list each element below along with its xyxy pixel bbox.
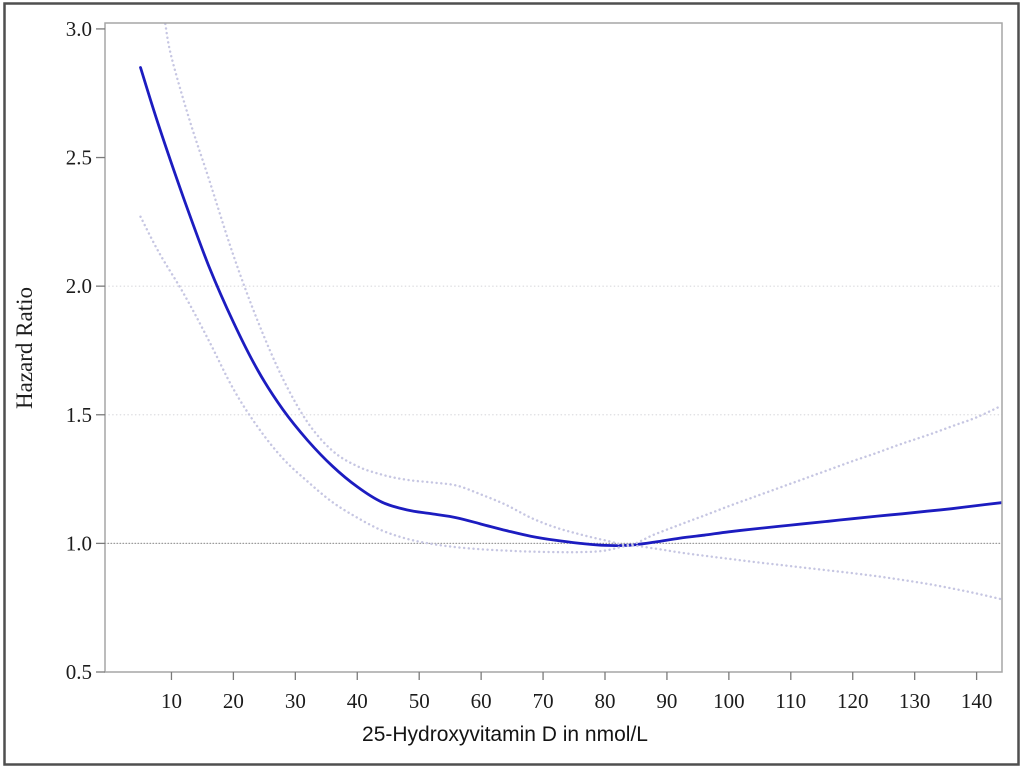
x-tick-label: 140 — [961, 689, 993, 713]
x-tick-label: 100 — [713, 689, 745, 713]
upper-95-ci-line — [164, 23, 1002, 547]
x-tick-label: 90 — [656, 689, 677, 713]
y-tick-label: 2.0 — [66, 274, 92, 298]
x-tick-label: 80 — [594, 689, 615, 713]
curves — [139, 23, 1002, 601]
y-tick-label: 1.0 — [66, 531, 92, 555]
x-axis-title: 25-Hydroxyvitamin D in nmol/L — [362, 723, 648, 746]
y-axis-title: Hazard Ratio — [12, 287, 37, 409]
x-tick-label: 50 — [409, 689, 430, 713]
x-tick-label: 40 — [347, 689, 368, 713]
outer-border — [3, 2, 1020, 766]
x-tick-label: 130 — [899, 689, 931, 713]
hazard-ratio-estimate-line — [139, 66, 1002, 548]
tick-labels: 0.5 1.0 1.5 2.0 2.5 3.0 10 20 30 40 50 60 70 80 90 100 1… — [66, 17, 993, 713]
axis-ticks — [96, 28, 978, 680]
x-tick-label: 110 — [775, 689, 806, 713]
x-tick-label: 10 — [161, 689, 182, 713]
x-tick-label: 120 — [837, 689, 869, 713]
y-tick-label: 2.5 — [66, 146, 92, 170]
gridlines — [104, 285, 1003, 416]
y-tick-label: 1.5 — [66, 403, 92, 427]
y-tick-label: 3.0 — [66, 17, 92, 41]
lower-95-ci-line — [139, 215, 1002, 601]
plot-area-frame — [104, 22, 1003, 673]
x-tick-label: 30 — [285, 689, 306, 713]
plot-frame — [104, 22, 1003, 673]
figure-border — [3, 2, 1020, 766]
y-tick-label: 0.5 — [66, 660, 92, 684]
x-tick-label: 70 — [533, 689, 554, 713]
x-tick-label: 20 — [223, 689, 244, 713]
x-tick-label: 60 — [471, 689, 492, 713]
